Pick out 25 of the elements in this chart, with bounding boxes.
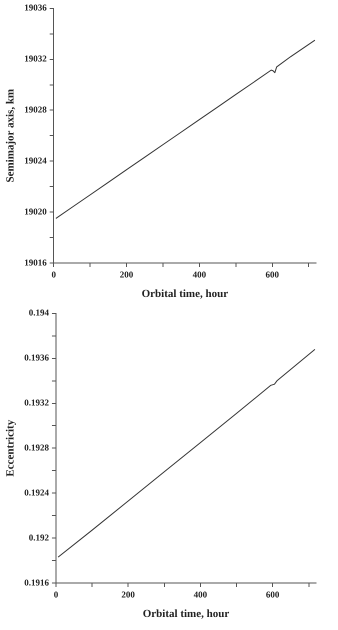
x-axis-title: Orbital time, hour xyxy=(142,608,230,620)
y-axis-title: Eccentricity xyxy=(4,419,16,477)
y-tick-label: 19016 xyxy=(24,257,48,268)
y-tick-label: 19036 xyxy=(24,2,48,13)
x-tick-label: 400 xyxy=(194,590,208,600)
y-tick-label: 19032 xyxy=(24,54,48,64)
y-tick-label: 19028 xyxy=(24,104,48,115)
x-tick-label: 0 xyxy=(51,270,56,280)
x-tick-label: 600 xyxy=(266,590,280,600)
x-tick-label: 400 xyxy=(192,270,207,280)
x-tick-label: 200 xyxy=(121,590,136,600)
y-tick-label: 0.194 xyxy=(28,308,50,318)
y-tick-label: 0.1916 xyxy=(24,577,50,588)
y-tick-label: 0.1936 xyxy=(24,352,50,363)
y-axis-title: Semimajor axis, km xyxy=(4,88,16,183)
x-tick-label: 0 xyxy=(54,590,59,600)
y-tick-label: 0.1932 xyxy=(24,398,50,408)
x-tick-label: 600 xyxy=(266,270,280,280)
y-tick-label: 19020 xyxy=(24,206,48,216)
y-tick-label: 19024 xyxy=(24,155,48,166)
y-tick-label: 0.192 xyxy=(28,532,50,542)
x-axis-title: Orbital time, hour xyxy=(142,288,228,300)
x-tick-label: 200 xyxy=(120,270,134,280)
y-tick-label: 0.1928 xyxy=(24,442,50,453)
y-tick-label: 0.1924 xyxy=(24,487,50,498)
